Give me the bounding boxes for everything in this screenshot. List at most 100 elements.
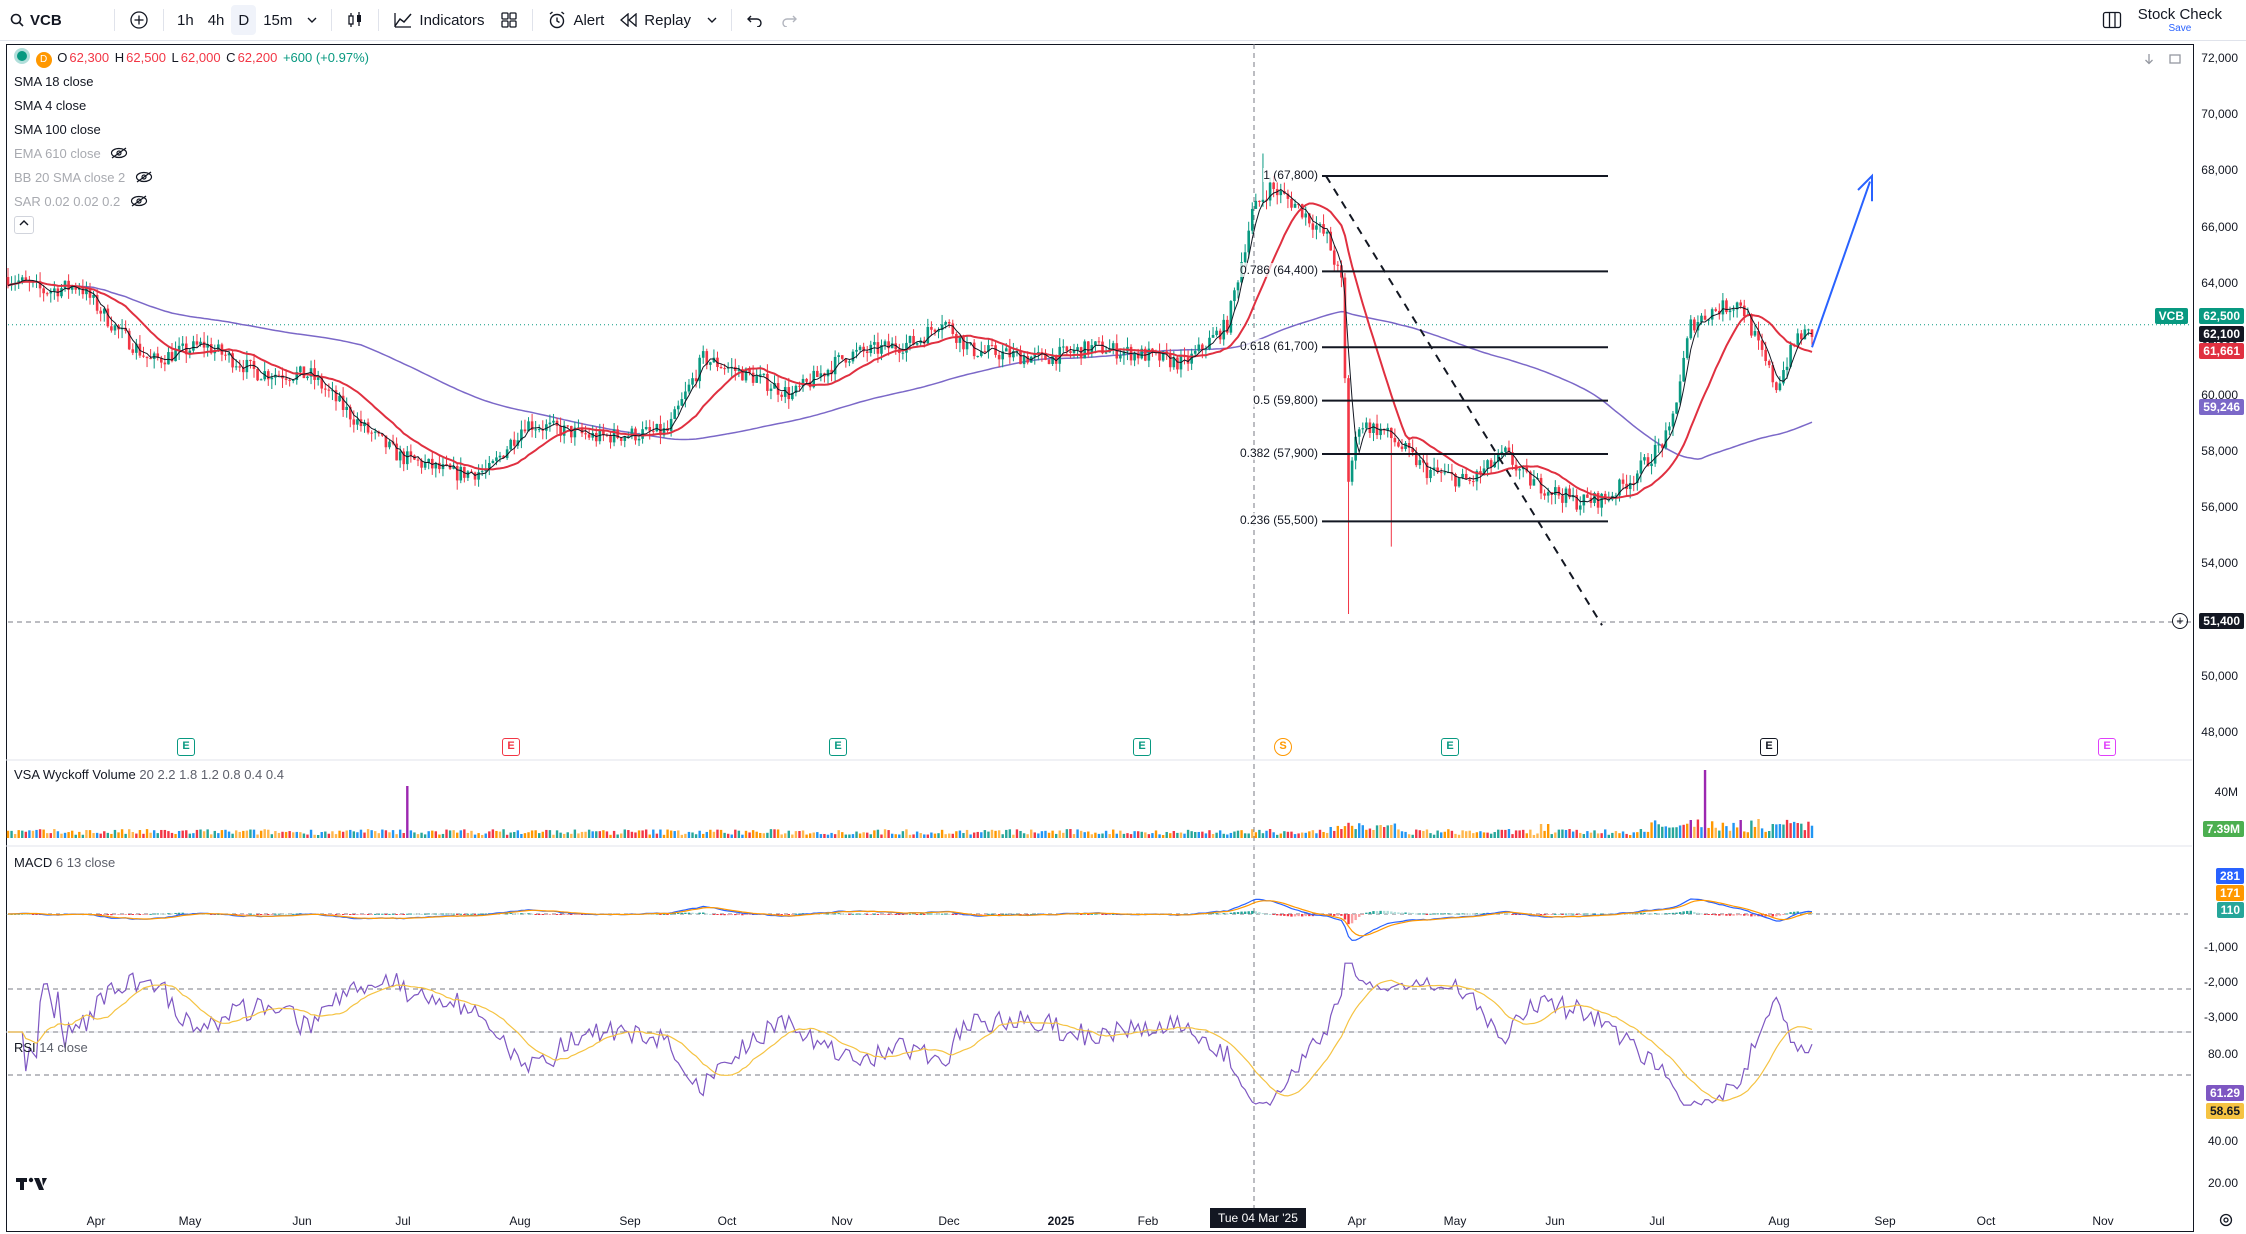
macd-histogram-bar [1753,914,1757,917]
macd-histogram-bar [794,913,798,915]
volume-bar [1450,830,1454,838]
earnings-event-badge[interactable]: E [1441,738,1459,756]
volume-bar [1440,832,1443,838]
candle-body [1044,352,1047,360]
volume-bar [659,829,662,838]
candle-body [812,370,816,388]
legend-collapse-button[interactable] [14,216,34,234]
candle-body [1539,477,1543,494]
time-axis-label: May [178,1214,202,1228]
timeframe-dropdown[interactable] [299,5,325,35]
volume-bar [145,829,149,838]
replay-button[interactable]: Replay [612,5,699,35]
eye-hidden-icon[interactable] [135,171,153,183]
layout-button[interactable] [2094,5,2130,35]
legend-indicator-bb[interactable]: BB 20 SMA close 2 [14,166,371,190]
candle-body [1161,351,1165,361]
candle-body [1040,352,1044,354]
macd-histogram-bar [866,914,869,915]
volume-bar [309,829,313,838]
eye-hidden-icon[interactable] [130,195,148,207]
timeframe-15m[interactable]: 15m [263,11,293,29]
chart-type-button[interactable] [338,5,372,35]
volume-bar [1087,831,1090,838]
timeframe-d[interactable]: D [231,5,257,35]
indicators-button[interactable]: Indicators [385,5,492,35]
volume-bar [1343,826,1347,838]
volume-bar [1361,825,1364,838]
macd-pane-title[interactable]: MACD 6 13 close [14,855,115,870]
candle-body [206,344,209,348]
macd-histogram-bar [1732,914,1735,916]
timeframe-4h[interactable]: 4h [207,11,225,29]
eye-hidden-icon[interactable] [110,147,128,159]
compare-button[interactable] [121,5,157,35]
earnings-event-badge[interactable]: E [177,738,195,756]
candle-body [170,352,174,362]
templates-button[interactable] [492,5,526,35]
legend-indicator-sma4[interactable]: SMA 4 close [14,94,371,118]
volume-bar [1318,829,1322,838]
timeframe-1h[interactable]: 1h [177,11,194,29]
volume-bar [320,832,323,838]
macd-histogram-bar [851,913,855,915]
legend-indicator-sma100[interactable]: SMA 100 close [14,118,371,142]
crosshair-plus-icon[interactable]: + [2172,613,2188,629]
volume-bar [459,830,462,838]
earnings-event-badge[interactable]: E [829,738,847,756]
candle-body [81,288,85,295]
volume-bar [894,834,897,838]
candle-body [249,359,252,362]
macd-histogram-bar [741,914,744,916]
volume-bar [1539,824,1543,838]
volume-bar [423,834,427,838]
macd-histogram-bar [1554,913,1557,915]
arrow-down-icon[interactable] [2142,52,2156,66]
earnings-event-badge[interactable]: E [502,738,520,756]
rsi-pane-title[interactable]: RSI 14 close [14,1040,88,1055]
legend-indicator-sar[interactable]: SAR 0.02 0.02 0.2 [14,190,371,214]
replay-dropdown[interactable] [699,5,725,35]
symbol-search[interactable]: VCB [0,5,108,35]
candle-body [915,343,919,345]
settings-gear-icon[interactable] [2218,1212,2234,1228]
volume-bar [1432,834,1436,838]
volume-bar [352,831,356,838]
volume-pane-title[interactable]: VSA Wyckoff Volume 20 2.2 1.8 1.2 0.8 0.… [14,767,284,782]
volume-bar [242,830,245,838]
macd-histogram-bar [1208,913,1211,915]
stock-check-save[interactable]: Stock Check Save [2130,3,2230,37]
earnings-event-badge[interactable]: E [1760,738,1778,756]
undo-button[interactable] [738,5,772,35]
alert-button[interactable]: Alert [539,5,612,35]
legend-indicator-sma18[interactable]: SMA 18 close [14,70,371,94]
macd-histogram-bar [930,913,933,915]
volume-bar [719,829,723,838]
volume-bar [231,833,234,838]
maximize-icon[interactable] [2168,52,2182,66]
macd-histogram-bar [562,914,566,915]
volume-bar [1079,830,1083,838]
volume-bar [534,830,537,838]
macd-histogram-bar [388,913,391,915]
volume-bar [766,832,769,838]
volume-bar [705,831,708,838]
legend-indicator-ema610[interactable]: EMA 610 close [14,142,371,166]
macd-histogram-bar [1418,913,1422,915]
redo-button[interactable] [772,5,806,35]
volume-bar [295,831,298,838]
candle-body [256,368,259,381]
earnings-event-badge[interactable]: S [1274,738,1292,756]
candle-body [1065,346,1069,352]
candle-body [341,395,345,410]
volume-bar [1258,829,1261,838]
macd-histogram-bar [1354,914,1357,921]
candle-body [124,327,127,331]
macd-histogram-bar [880,914,883,915]
earnings-event-badge[interactable]: E [1133,738,1151,756]
symbol-last-tag: VCB [2154,308,2188,324]
macd-histogram-bar [131,914,134,915]
macd-histogram-bar [1343,914,1347,920]
earnings-event-badge[interactable]: E [2098,738,2116,756]
